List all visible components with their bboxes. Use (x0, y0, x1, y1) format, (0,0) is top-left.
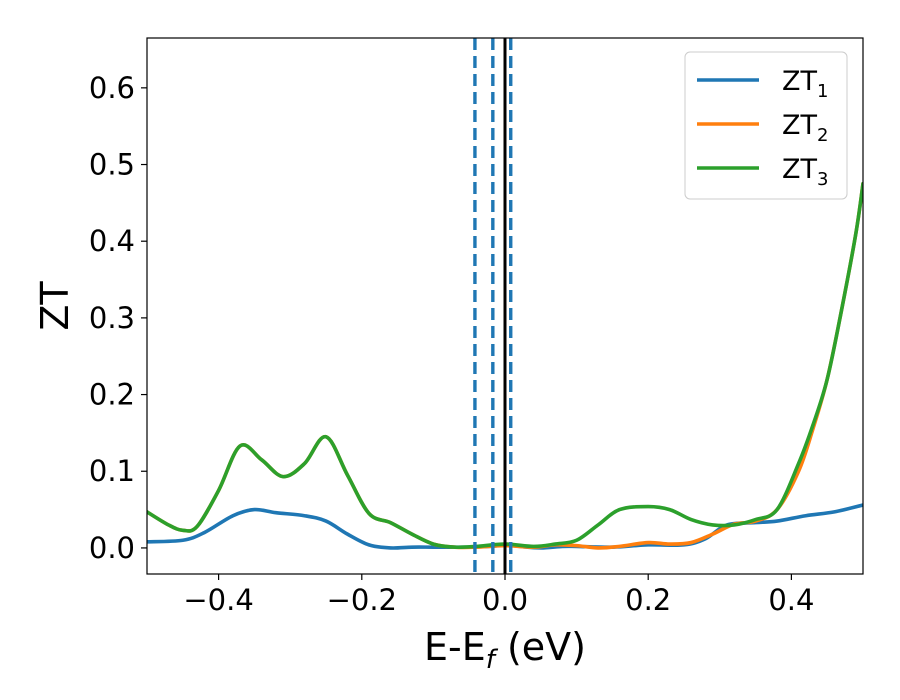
y-tick-label: 0.0 (89, 531, 135, 565)
y-tick-label: 0.6 (89, 71, 135, 105)
legend: ZT1 ZT2 ZT3 (684, 51, 848, 200)
series-line-3 (147, 181, 863, 550)
x-tick-label: 0.0 (482, 583, 528, 617)
x-tick-label: 0.2 (625, 583, 671, 617)
y-axis-label: ZT (33, 281, 77, 331)
y-tick-label: 0.1 (89, 454, 135, 488)
y-tick-label: 0.3 (89, 301, 135, 335)
y-axis: 0.0 0.1 0.2 0.3 0.4 0.5 0.6 (89, 71, 147, 565)
x-axis-label: E-Ef (eV) (424, 625, 586, 675)
legend-label-1: ZT1 (782, 66, 828, 102)
x-axis: −0.4 −0.2 0.0 0.2 0.4 (183, 574, 814, 617)
x-tick-label: −0.4 (183, 583, 253, 617)
y-tick-label: 0.2 (89, 378, 135, 412)
y-tick-label: 0.5 (89, 148, 135, 182)
legend-label-2: ZT2 (782, 110, 828, 146)
y-tick-label: 0.4 (89, 224, 135, 258)
x-tick-label: −0.2 (327, 583, 397, 617)
legend-label-3: ZT3 (782, 154, 828, 190)
legend-box (684, 51, 848, 200)
x-tick-label: 0.4 (768, 583, 814, 617)
fermi-marker-layer (473, 38, 513, 574)
series-layer (147, 181, 863, 550)
